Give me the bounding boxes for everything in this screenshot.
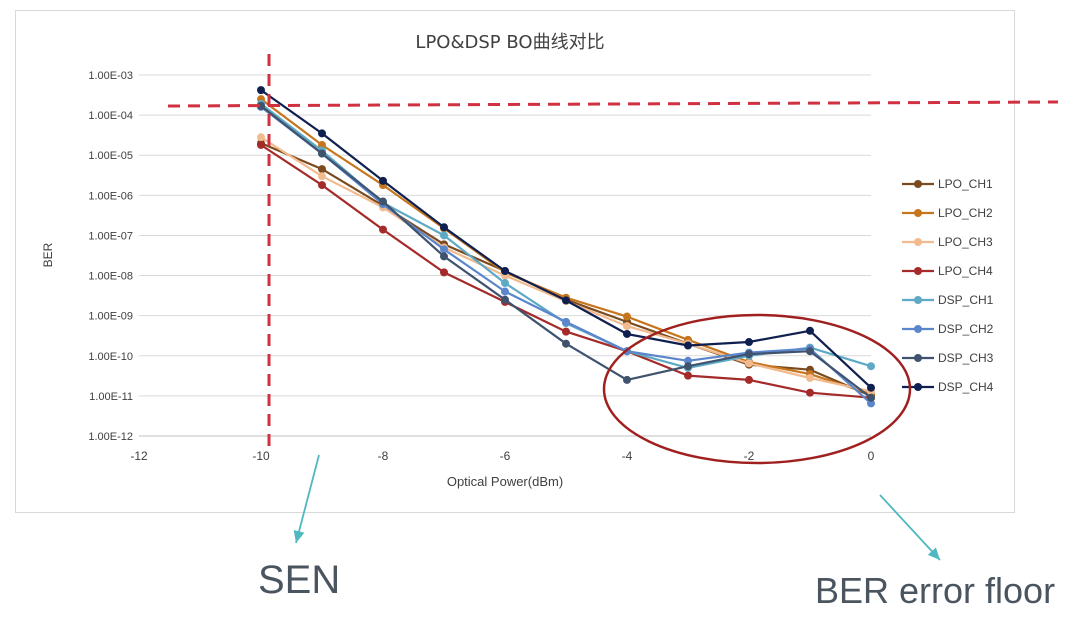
y-axis-label: BER bbox=[41, 242, 55, 267]
data-point-dsp_ch3 bbox=[745, 350, 753, 359]
legend-marker bbox=[914, 354, 922, 362]
data-point-dsp_ch4 bbox=[623, 329, 631, 338]
data-point-dsp_ch4 bbox=[379, 176, 387, 185]
data-point-lpo_ch3 bbox=[257, 133, 265, 142]
data-point-lpo_ch1 bbox=[318, 165, 326, 174]
data-point-dsp_ch1 bbox=[440, 231, 448, 240]
data-point-dsp_ch3 bbox=[562, 339, 570, 348]
data-point-dsp_ch3 bbox=[257, 101, 265, 110]
series-line-lpo_ch4 bbox=[260, 144, 872, 399]
data-point-dsp_ch3 bbox=[318, 149, 326, 158]
y-tick-label: 1.00E-04 bbox=[88, 110, 133, 122]
legend-label: DSP_CH3 bbox=[938, 351, 994, 365]
data-point-lpo_ch4 bbox=[745, 375, 753, 384]
data-point-lpo_ch4 bbox=[440, 268, 448, 277]
legend-marker bbox=[914, 325, 922, 333]
x-tick-label: -4 bbox=[622, 449, 633, 463]
data-point-dsp_ch4 bbox=[745, 338, 753, 347]
data-point-lpo_ch4 bbox=[257, 140, 265, 149]
legend-label: DSP_CH4 bbox=[938, 380, 994, 394]
legend-label: DSP_CH2 bbox=[938, 322, 994, 336]
x-tick-label: 0 bbox=[868, 449, 875, 463]
data-point-dsp_ch4 bbox=[257, 86, 265, 95]
data-point-dsp_ch4 bbox=[867, 383, 875, 392]
data-point-dsp_ch4 bbox=[562, 296, 570, 305]
data-point-dsp_ch3 bbox=[806, 347, 814, 356]
x-tick-label: -10 bbox=[252, 449, 270, 463]
series-line-dsp_ch2 bbox=[260, 106, 872, 405]
data-point-lpo_ch4 bbox=[806, 388, 814, 397]
legend-marker bbox=[914, 209, 922, 217]
data-point-dsp_ch3 bbox=[501, 295, 509, 304]
data-point-lpo_ch3 bbox=[806, 373, 814, 382]
data-point-lpo_ch3 bbox=[623, 322, 631, 331]
legend-label: LPO_CH2 bbox=[938, 206, 993, 220]
legend-label: DSP_CH1 bbox=[938, 293, 994, 307]
data-point-lpo_ch2 bbox=[318, 140, 326, 149]
data-point-dsp_ch3 bbox=[867, 393, 875, 402]
legend-label: LPO_CH4 bbox=[938, 264, 993, 278]
y-tick-label: 1.00E-06 bbox=[88, 190, 133, 202]
data-point-dsp_ch2 bbox=[501, 287, 509, 296]
data-point-dsp_ch4 bbox=[440, 223, 448, 232]
sen-label: SEN bbox=[258, 558, 341, 602]
y-tick-label: 1.00E-11 bbox=[89, 391, 133, 403]
x-tick-label: -2 bbox=[744, 449, 755, 463]
ber-error-floor-label: BER error floor bbox=[815, 570, 1056, 611]
data-point-dsp_ch3 bbox=[379, 197, 387, 206]
legend-marker bbox=[914, 267, 922, 275]
data-point-dsp_ch3 bbox=[623, 375, 631, 384]
y-tick-label: 1.00E-12 bbox=[88, 431, 133, 443]
sen-arrow bbox=[295, 454, 320, 544]
x-tick-label: -12 bbox=[130, 449, 148, 463]
data-point-dsp_ch2 bbox=[562, 317, 570, 326]
data-point-lpo_ch2 bbox=[623, 312, 631, 321]
chart-frame bbox=[15, 10, 1015, 513]
data-point-dsp_ch3 bbox=[684, 362, 692, 371]
data-point-lpo_ch4 bbox=[562, 327, 570, 336]
data-point-dsp_ch4 bbox=[318, 129, 326, 138]
data-point-lpo_ch3 bbox=[745, 359, 753, 368]
x-tick-label: -6 bbox=[500, 449, 511, 463]
data-point-dsp_ch4 bbox=[806, 326, 814, 335]
y-tick-label: 1.00E-05 bbox=[88, 150, 133, 162]
data-point-dsp_ch2 bbox=[440, 245, 448, 254]
data-point-dsp_ch4 bbox=[501, 266, 509, 275]
legend-marker bbox=[914, 180, 922, 188]
y-tick-label: 1.00E-08 bbox=[88, 271, 133, 283]
legend-marker bbox=[914, 383, 922, 391]
data-point-lpo_ch3 bbox=[318, 172, 326, 181]
series-line-dsp_ch3 bbox=[260, 105, 872, 399]
y-tick-label: 1.00E-10 bbox=[88, 351, 133, 363]
chart-title: LPO&DSP BO曲线对比 bbox=[415, 32, 604, 53]
sen-arrow-head bbox=[293, 529, 305, 543]
x-axis-label: Optical Power(dBm) bbox=[447, 474, 563, 489]
error-floor-arrow-head bbox=[927, 547, 940, 560]
y-tick-label: 1.00E-09 bbox=[88, 311, 133, 323]
data-point-dsp_ch1 bbox=[867, 362, 875, 371]
error-floor-arrow bbox=[879, 494, 941, 561]
y-tick-label: 1.00E-07 bbox=[88, 230, 133, 242]
legend-label: LPO_CH1 bbox=[938, 177, 993, 191]
data-point-dsp_ch4 bbox=[684, 341, 692, 350]
legend-marker bbox=[914, 296, 922, 304]
threshold-dashed-line bbox=[167, 100, 1059, 108]
x-tick-label: -8 bbox=[378, 449, 389, 463]
data-point-lpo_ch4 bbox=[684, 371, 692, 380]
data-point-lpo_ch4 bbox=[379, 225, 387, 234]
y-tick-label: 1.00E-03 bbox=[88, 70, 133, 82]
data-point-dsp_ch2 bbox=[867, 399, 875, 408]
data-point-dsp_ch1 bbox=[501, 279, 509, 288]
legend-label: LPO_CH3 bbox=[938, 235, 993, 249]
series-line-lpo_ch1 bbox=[260, 142, 872, 397]
error-floor-ellipse bbox=[602, 313, 912, 465]
data-point-dsp_ch3 bbox=[440, 252, 448, 261]
data-point-lpo_ch4 bbox=[318, 181, 326, 190]
legend-marker bbox=[914, 238, 922, 246]
